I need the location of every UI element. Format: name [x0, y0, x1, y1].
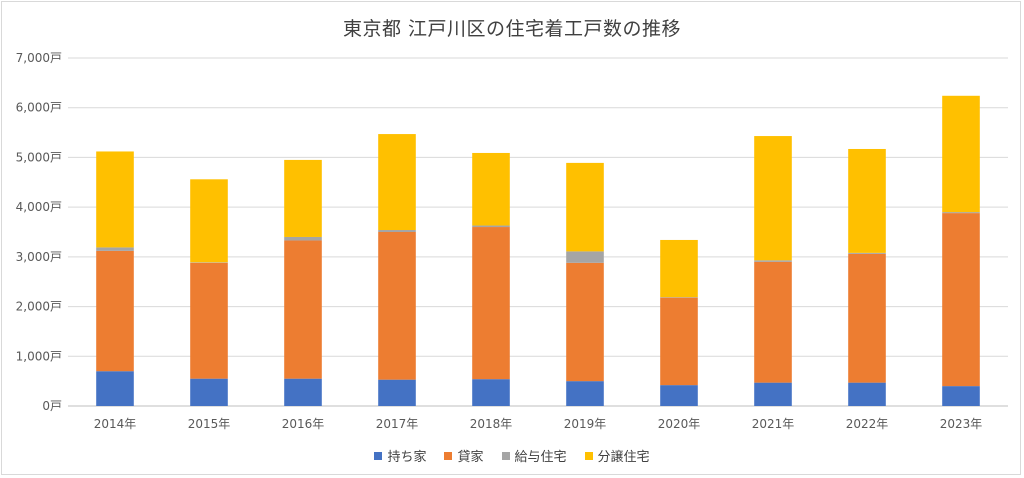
- y-tick-label: 5,000戸: [16, 150, 62, 164]
- bar-segment: [96, 247, 134, 251]
- bar-segment: [660, 297, 698, 386]
- bar-segment: [848, 252, 886, 254]
- x-tick-label: 2014年: [94, 417, 137, 431]
- legend-label: 分譲住宅: [597, 450, 650, 465]
- bar-segment: [378, 379, 416, 406]
- x-tick-label: 2015年: [188, 417, 231, 431]
- bar-segment: [284, 378, 322, 406]
- legend-swatch: [444, 451, 453, 460]
- y-tick-label: 2,000戸: [16, 300, 62, 314]
- bar-segment: [566, 262, 604, 382]
- x-tick-label: 2023年: [940, 417, 983, 431]
- bar-segment: [96, 371, 134, 406]
- legend-swatch: [584, 451, 593, 460]
- bar-segment: [566, 381, 604, 406]
- bar-segment: [848, 253, 886, 383]
- x-tick-label: 2018年: [470, 417, 513, 431]
- bar-segment: [942, 212, 980, 214]
- legend-swatch: [501, 451, 510, 460]
- legend-item: 給与住宅: [501, 446, 567, 465]
- legend-label: 貸家: [457, 450, 484, 465]
- bar-segment: [942, 95, 980, 213]
- legend-item: 持ち家: [374, 446, 426, 465]
- bar-segment: [378, 134, 416, 231]
- bar-segment: [660, 239, 698, 298]
- bar-segment: [660, 385, 698, 406]
- x-tick-label: 2019年: [564, 417, 607, 431]
- legend-item: 分譲住宅: [584, 446, 650, 465]
- bar-segment: [96, 250, 134, 372]
- y-tick-label: 6,000戸: [16, 101, 62, 115]
- y-tick-label: 1,000戸: [16, 349, 62, 363]
- bar-segment: [378, 230, 416, 232]
- bar-segment: [472, 152, 510, 226]
- bar-segment: [848, 148, 886, 253]
- bar-segment: [284, 159, 322, 237]
- bar-segment: [566, 162, 604, 252]
- bar-segment: [378, 232, 416, 380]
- bar-segment: [284, 240, 322, 379]
- bar-segment: [190, 378, 228, 406]
- bar-segment: [754, 382, 792, 406]
- legend-label: 給与住宅: [514, 450, 567, 465]
- y-tick-label: 7,000戸: [16, 51, 62, 65]
- bar-segment: [942, 213, 980, 387]
- y-tick-label: 0戸: [42, 399, 62, 413]
- bar-segment: [472, 225, 510, 228]
- x-tick-label: 2022年: [846, 417, 889, 431]
- bar-segment: [754, 136, 792, 261]
- bar-segment: [754, 260, 792, 262]
- x-tick-label: 2020年: [658, 417, 701, 431]
- bar-segment: [472, 379, 510, 406]
- bar-segment: [190, 179, 228, 263]
- x-tick-label: 2021年: [752, 417, 795, 431]
- bar-segment: [284, 236, 322, 241]
- bar-segment: [942, 386, 980, 406]
- legend-item: 貸家: [444, 446, 484, 465]
- x-tick-label: 2017年: [376, 417, 419, 431]
- bar-segment: [190, 262, 228, 379]
- y-tick-label: 4,000戸: [16, 200, 62, 214]
- y-tick-label: 3,000戸: [16, 250, 62, 264]
- legend-label: 持ち家: [387, 450, 427, 465]
- bar-segment: [754, 261, 792, 383]
- bar-segment: [472, 227, 510, 380]
- x-tick-label: 2016年: [282, 417, 325, 431]
- legend-swatch: [374, 451, 383, 460]
- bar-segment: [848, 382, 886, 406]
- bar-segment: [96, 151, 134, 248]
- bar-segment: [566, 251, 604, 263]
- chart-title: 東京都 江戸川区の住宅着工戸数の推移: [342, 18, 682, 40]
- chart-legend: 持ち家 貸家 給与住宅 分譲住宅: [0, 446, 1024, 465]
